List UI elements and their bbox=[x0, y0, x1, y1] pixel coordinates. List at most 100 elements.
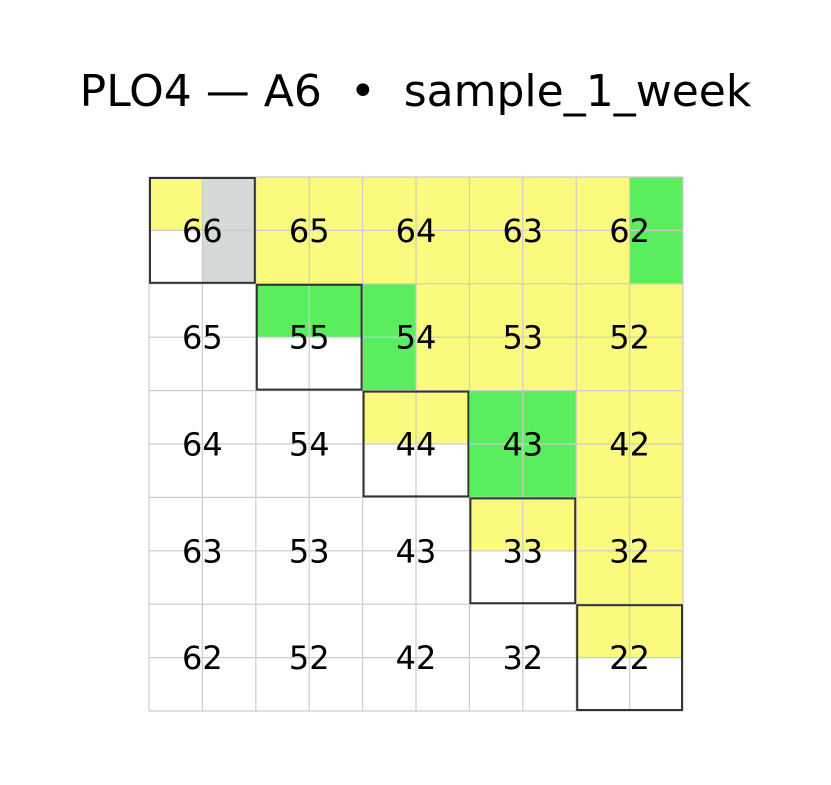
hand-cell bbox=[469, 177, 577, 284]
cell-label: 62 bbox=[182, 639, 223, 677]
hand-cell bbox=[255, 390, 363, 498]
cell-quadrant-br bbox=[522, 230, 577, 284]
cell-label: 64 bbox=[182, 426, 223, 464]
hand-cell bbox=[362, 497, 470, 605]
hand-cell bbox=[469, 390, 577, 498]
cell-label: 64 bbox=[396, 212, 437, 250]
cell-quadrant-tr bbox=[416, 390, 470, 444]
hand-cell bbox=[362, 390, 470, 498]
cell-quadrant-tr bbox=[416, 604, 470, 658]
hand-cell bbox=[255, 283, 363, 391]
cell-quadrant-br bbox=[629, 230, 683, 284]
cell-label: 63 bbox=[182, 532, 223, 570]
cell-quadrant-br bbox=[309, 550, 363, 605]
cell-quadrant-bl bbox=[576, 337, 630, 391]
cell-label: 32 bbox=[609, 532, 650, 570]
cell-quadrant-br bbox=[416, 550, 470, 605]
hand-cell bbox=[576, 497, 683, 605]
cell-quadrant-tl bbox=[255, 604, 310, 658]
cell-quadrant-tl bbox=[362, 390, 416, 444]
cell-label: 63 bbox=[502, 212, 543, 250]
cell-quadrant-tr bbox=[309, 497, 363, 551]
cell-quadrant-bl bbox=[255, 337, 310, 391]
cell-quadrant-tr bbox=[202, 177, 256, 231]
cell-labels: 66 65 64 63 62 65 55 54 53 52 64 54 44 43 42 63 53 43 33 32… bbox=[182, 212, 650, 677]
cell-quadrant-bl bbox=[576, 550, 630, 605]
cell-quadrant-tr bbox=[522, 177, 577, 231]
cell-quadrant-tl bbox=[255, 390, 310, 444]
cell-quadrant-tl bbox=[255, 497, 310, 551]
cell-quadrant-bl bbox=[255, 444, 310, 498]
cell-quadrant-bl bbox=[469, 230, 523, 284]
chart-title: PLO4 — A6 • sample_1_week bbox=[79, 66, 752, 117]
hand-cell bbox=[362, 177, 470, 284]
cell-quadrant-br bbox=[202, 550, 256, 605]
cell-quadrant-br bbox=[629, 337, 683, 391]
cell-quadrant-bl bbox=[149, 550, 203, 605]
cell-quadrant-br bbox=[416, 230, 470, 284]
cell-quadrant-bl bbox=[362, 337, 416, 391]
hand-cell bbox=[576, 177, 683, 284]
cell-label: 32 bbox=[502, 639, 543, 677]
cell-quadrant-tl bbox=[149, 497, 203, 551]
pair-outline bbox=[576, 604, 684, 712]
cell-quadrant-br bbox=[522, 657, 577, 711]
cell-quadrant-tl bbox=[149, 390, 203, 444]
cell-quadrant-br bbox=[522, 550, 577, 605]
cell-quadrant-br bbox=[416, 657, 470, 711]
cell-outlines bbox=[149, 177, 684, 712]
cell-quadrant-tr bbox=[629, 604, 683, 658]
cell-label: 62 bbox=[609, 212, 650, 250]
cell-quadrant-bl bbox=[469, 337, 523, 391]
hand-cell bbox=[469, 497, 577, 605]
hand-cell bbox=[255, 604, 363, 711]
cell-quadrant-bl bbox=[255, 550, 310, 605]
hand-cell bbox=[469, 283, 577, 391]
cell-quadrant-tl bbox=[469, 177, 523, 231]
cell-label: 52 bbox=[609, 319, 650, 357]
hand-cell bbox=[469, 604, 577, 711]
cell-quadrant-bl bbox=[362, 444, 416, 498]
cell-quadrant-bl bbox=[149, 230, 203, 284]
cell-quadrant-tl bbox=[149, 177, 203, 231]
pair-outline bbox=[255, 283, 363, 391]
cell-quadrant-tl bbox=[149, 604, 203, 658]
cell-quadrant-bl bbox=[149, 657, 203, 711]
cell-quadrant-tr bbox=[522, 604, 577, 658]
hand-cell bbox=[149, 497, 256, 605]
cell-label: 22 bbox=[609, 639, 650, 677]
cell-quadrant-tr bbox=[416, 283, 470, 338]
cell-label: 53 bbox=[289, 532, 330, 570]
hand-cell bbox=[362, 604, 470, 711]
cell-label: 42 bbox=[609, 426, 650, 464]
cell-quadrant-tl bbox=[576, 283, 630, 338]
cell-quadrant-br bbox=[309, 657, 363, 711]
cell-quadrant-br bbox=[416, 444, 470, 498]
cell-label: 44 bbox=[396, 426, 437, 464]
pair-outline bbox=[362, 390, 470, 498]
cell-quadrant-tl bbox=[362, 283, 416, 338]
cell-quadrant-bl bbox=[149, 337, 203, 391]
pair-outline bbox=[149, 177, 256, 284]
cell-quadrant-bl bbox=[469, 444, 523, 498]
hand-cell bbox=[255, 497, 363, 605]
cell-quadrant-br bbox=[629, 550, 683, 605]
cell-quadrant-br bbox=[309, 230, 363, 284]
cell-quadrant-bl bbox=[576, 230, 630, 284]
cell-quadrant-tr bbox=[202, 604, 256, 658]
cell-quadrant-br bbox=[629, 657, 683, 711]
cell-quadrant-tr bbox=[416, 177, 470, 231]
cell-quadrant-tr bbox=[522, 497, 577, 551]
cell-quadrant-tr bbox=[309, 177, 363, 231]
cell-quadrant-tl bbox=[469, 390, 523, 444]
cell-quadrant-bl bbox=[362, 550, 416, 605]
hand-cell bbox=[149, 177, 256, 284]
cell-quadrant-tl bbox=[469, 497, 523, 551]
cell-quadrant-tl bbox=[149, 283, 203, 338]
cell-quadrant-tl bbox=[362, 604, 416, 658]
cell-label: 65 bbox=[289, 212, 330, 250]
cell-quadrant-tr bbox=[629, 177, 683, 231]
hand-cell bbox=[362, 283, 470, 391]
cell-quadrant-tr bbox=[416, 497, 470, 551]
